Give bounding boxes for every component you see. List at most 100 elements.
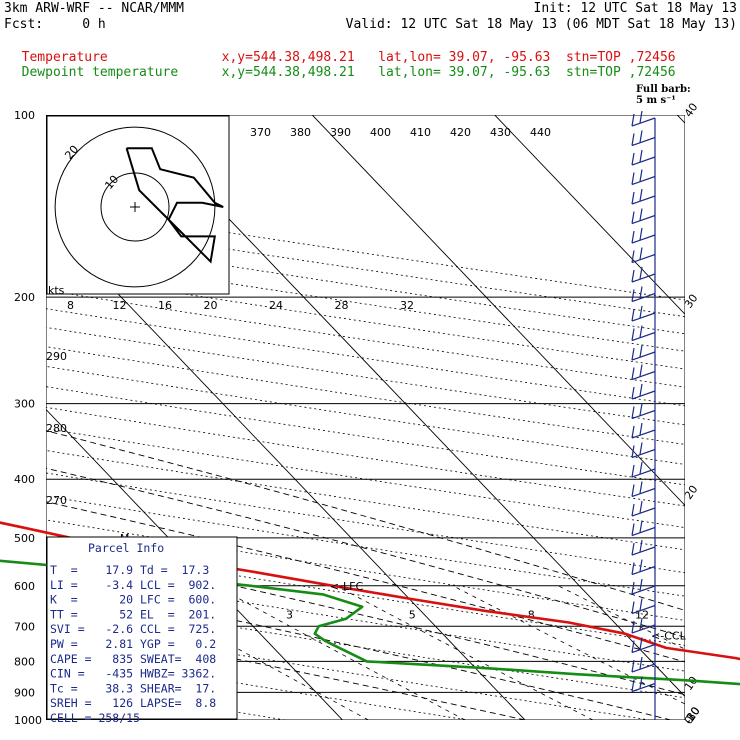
wind-barb-flag xyxy=(639,481,643,494)
wind-barb-flag xyxy=(631,679,635,692)
wind-barb xyxy=(631,643,656,654)
wind-barb xyxy=(631,507,656,517)
mixing-ratio-label: 28 xyxy=(335,299,349,312)
wind-barb-flag xyxy=(639,383,643,397)
pressure-label: 900 xyxy=(14,686,35,699)
hodograph-trace xyxy=(125,147,224,264)
isotherm-line xyxy=(494,115,685,315)
mixing-ratio-low-label: 5 xyxy=(409,608,416,621)
wind-barb-flag xyxy=(631,133,635,146)
isotherm-line xyxy=(46,217,526,720)
theta-label: 410 xyxy=(410,126,431,139)
wind-barb xyxy=(631,546,656,556)
wind-barb-flag xyxy=(639,305,643,319)
wind-barb-flag xyxy=(639,188,643,202)
wind-barb xyxy=(631,429,656,439)
wind-barb xyxy=(631,624,656,634)
wind-barb-flag xyxy=(639,559,643,572)
moist-adiabat-line xyxy=(46,430,685,611)
header-line2-left: Fcst: 0 h xyxy=(4,17,106,32)
wind-barb-flag xyxy=(639,676,643,689)
wind-barb-flag xyxy=(639,247,643,260)
wind-barb xyxy=(631,370,656,381)
legend-temperature-name: Temperature xyxy=(21,50,108,65)
wind-barb-flag xyxy=(631,191,635,205)
wind-barb-flag xyxy=(639,130,643,143)
wind-barb-flag xyxy=(631,172,635,185)
wind-barb xyxy=(631,234,656,244)
wind-barb xyxy=(631,682,656,693)
pressure-label: 400 xyxy=(14,473,35,486)
wind-barb-flag xyxy=(639,227,643,241)
pressure-label: 600 xyxy=(14,580,35,593)
isotherm-line xyxy=(311,115,685,506)
wind-barb-flag xyxy=(631,386,635,400)
wind-barb xyxy=(631,312,656,322)
mixing-ratio-label: 16 xyxy=(158,299,172,312)
pressure-label: 300 xyxy=(14,398,35,411)
parcel-info-row: LI = -3.4 LCL = 902. xyxy=(50,578,216,592)
parcel-info-row: Tc = 38.3 SHEAR= 17. xyxy=(50,681,216,695)
wind-barb xyxy=(631,156,656,166)
legend-dewpoint-name: Dewpoint temperature xyxy=(21,65,179,80)
wind-barb-flag xyxy=(631,659,635,673)
theta-label: 400 xyxy=(370,126,391,139)
dry-adiabat-label: 290 xyxy=(46,350,67,363)
wind-barb-flag xyxy=(639,149,643,163)
wind-barb-flag xyxy=(631,269,635,283)
parcel-info-row: TT = 52 EL = 201. xyxy=(50,607,216,621)
wind-barb-flag xyxy=(639,617,643,631)
dry-adiabat-label: 280 xyxy=(46,422,67,435)
moist-adiabat-line xyxy=(46,580,672,720)
wind-barb xyxy=(631,604,656,615)
mixing-ratio-line xyxy=(335,585,594,720)
parcel-info-row: CAPE = 835 SWEAT= 408 xyxy=(50,652,216,666)
wind-barb-flag xyxy=(639,461,643,475)
parcel-info-row: PW = 2.81 YGP = 0.2 xyxy=(50,637,216,651)
pressure-label: 700 xyxy=(14,620,35,633)
wind-barb xyxy=(631,390,656,400)
wind-barb-flag xyxy=(631,640,635,653)
pressure-label: 800 xyxy=(14,655,35,668)
wind-barb-flag xyxy=(639,169,643,182)
wind-barb-flag xyxy=(639,344,643,358)
mixing-ratio-label: 12 xyxy=(113,299,127,312)
wind-barb-flag xyxy=(639,500,643,514)
wind-barb-flag xyxy=(631,308,635,322)
wind-barb-flag xyxy=(639,403,643,416)
wind-barb-flag xyxy=(639,325,643,338)
theta-label: 420 xyxy=(450,126,471,139)
wind-barb xyxy=(631,585,656,595)
wind-barb-flag xyxy=(639,598,643,611)
wind-barb xyxy=(631,565,656,576)
mixing-ratio-line xyxy=(452,585,685,705)
header-line1-right: Init: 12 UTC Sat 18 May 13 xyxy=(533,1,738,16)
wind-barb xyxy=(631,214,656,225)
parcel-info-row: K = 20 LFC = 600. xyxy=(50,593,216,607)
dry-adiabat-label: 270 xyxy=(46,494,67,507)
wind-barb-flag xyxy=(631,484,635,497)
wind-barb-flag xyxy=(639,637,643,650)
wind-barb-flag xyxy=(631,113,635,127)
parcel-info-title: Parcel Info xyxy=(88,541,164,555)
level-mark-label: <-CCL xyxy=(651,630,687,643)
wind-barb-flag xyxy=(639,208,643,221)
wind-barb xyxy=(631,448,656,459)
level-mark-label: <-LFC xyxy=(330,580,364,593)
hodograph-ring-20 xyxy=(54,126,216,288)
mixing-ratio-label: 20 xyxy=(204,299,218,312)
dry-adiabat-line xyxy=(46,544,685,646)
parcel-info-row: CELL = 258/15 xyxy=(50,711,140,725)
header-line2-right: Valid: 12 UTC Sat 18 May 13 (06 MDT Sat … xyxy=(345,17,737,32)
wind-barb-flag xyxy=(639,442,643,455)
wind-barb-flag xyxy=(639,578,643,592)
wind-barb-flag xyxy=(631,211,635,224)
wind-barb xyxy=(631,351,656,361)
mixing-ratio-line xyxy=(215,585,466,720)
isotherm-line xyxy=(46,408,344,720)
wind-barb xyxy=(631,175,656,186)
wind-barb-flag xyxy=(631,406,635,419)
wind-barb xyxy=(631,487,656,498)
wind-barb-flag xyxy=(639,110,643,124)
